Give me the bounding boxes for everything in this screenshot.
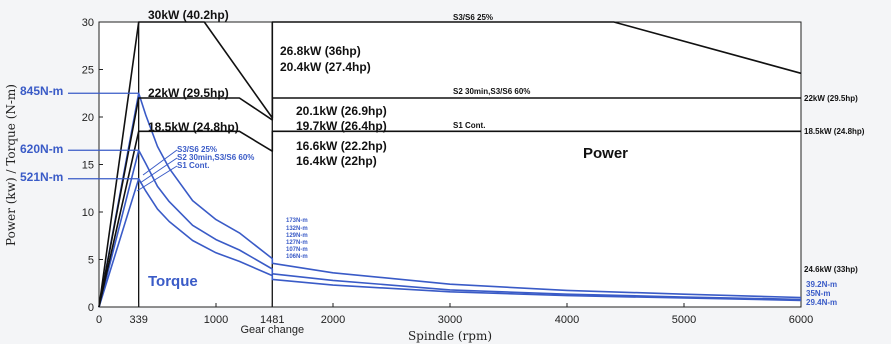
- annotation-g201: 20.1kW (26.9hp): [296, 104, 387, 118]
- annotation-r22: 22kW (29.5hp): [804, 94, 858, 103]
- annotation-rt294: 29.4N-m: [806, 298, 837, 307]
- y-axis-label: Power (kw) / Torque (N-m): [4, 84, 18, 246]
- y-tick-label: 15: [82, 160, 94, 172]
- x-tick-label: 1481: [260, 314, 284, 326]
- annotation-gt107: 107N-m: [286, 247, 308, 253]
- annotation-p30: 30kW (40.2hp): [148, 8, 229, 22]
- power-series-1: [98, 97, 801, 308]
- x-tick-label: 3000: [438, 314, 462, 326]
- annotation-s2: S2 30min,S3/S6 60%: [453, 87, 530, 96]
- annotation-tl_s1: S1 Cont.: [177, 161, 209, 170]
- annotation-g204: 20.4kW (27.4hp): [280, 60, 371, 74]
- x-axis-label: Spindle (rpm): [408, 329, 492, 343]
- y-tick-label: 30: [82, 17, 94, 29]
- annotation-rt35: 35N-m: [806, 289, 830, 298]
- annotation-p185: 18.5kW (24.8hp): [148, 120, 239, 134]
- annotation-r246: 24.6kW (33hp): [804, 265, 858, 274]
- annotation-tl_s3: S3/S6 25%: [177, 145, 217, 154]
- x-tick-label: 1000: [204, 314, 228, 326]
- torque-series-2: [98, 178, 802, 308]
- annotation-t521: 521N-m: [20, 170, 63, 184]
- x-tick-label: 6000: [789, 314, 813, 326]
- ratio-box: [694, 24, 784, 38]
- annotation-g166: 16.6kW (22.2hp): [296, 139, 387, 153]
- x-tick-label: 0: [96, 314, 102, 326]
- power-series-2: [98, 130, 801, 308]
- torque-label: Torque: [148, 273, 198, 290]
- torque-series-0: [98, 92, 802, 308]
- annotation-gt132: 132N-m: [286, 226, 308, 232]
- annotation-rt392: 39.2N-m: [806, 280, 837, 289]
- x-tick-label: 339: [129, 314, 147, 326]
- annotation-g268: 26.8kW (36hp): [280, 44, 361, 58]
- x-tick-label: 2000: [321, 314, 345, 326]
- annotation-gt106: 106N-m: [286, 254, 308, 260]
- y-tick-label: 10: [82, 207, 94, 219]
- x-tick-label: 4000: [555, 314, 579, 326]
- gear-change-label: Gear change: [240, 324, 304, 336]
- y-tick-label: 0: [88, 302, 94, 314]
- y-tick-label: 5: [88, 255, 94, 267]
- annotation-g197: 19.7kW (26.4hp): [296, 119, 387, 133]
- torque-legend-pointer-s2: [139, 157, 178, 184]
- annotation-g164: 16.4kW (22hp): [296, 154, 377, 168]
- annotation-t845: 845N-m: [20, 84, 63, 98]
- x-tick-label: 5000: [672, 314, 696, 326]
- y-tick-label: 20: [82, 112, 94, 124]
- annotation-gt129: 129N-m: [286, 233, 308, 239]
- annotation-r185: 18.5kW (24.8hp): [804, 127, 865, 136]
- annotation-s1: S1 Cont.: [453, 121, 485, 130]
- annotation-p22: 22kW (29.5hp): [148, 86, 229, 100]
- y-tick-label: 25: [82, 65, 94, 77]
- torque-legend-pointer-s3: [142, 149, 178, 176]
- annotation-gt127: 127N-m: [286, 240, 308, 246]
- torque-series-1: [98, 149, 802, 308]
- annotation-tl_s2: S2 30min,S3/S6 60%: [177, 153, 254, 162]
- annotation-t620: 620N-m: [20, 142, 63, 156]
- plot-area: [98, 21, 802, 308]
- torque-legend-pointer-s1: [136, 165, 178, 192]
- annotation-gt173: 173N-m: [286, 218, 308, 224]
- power-label: Power: [583, 145, 628, 162]
- annotation-s3: S3/S6 25%: [453, 13, 493, 22]
